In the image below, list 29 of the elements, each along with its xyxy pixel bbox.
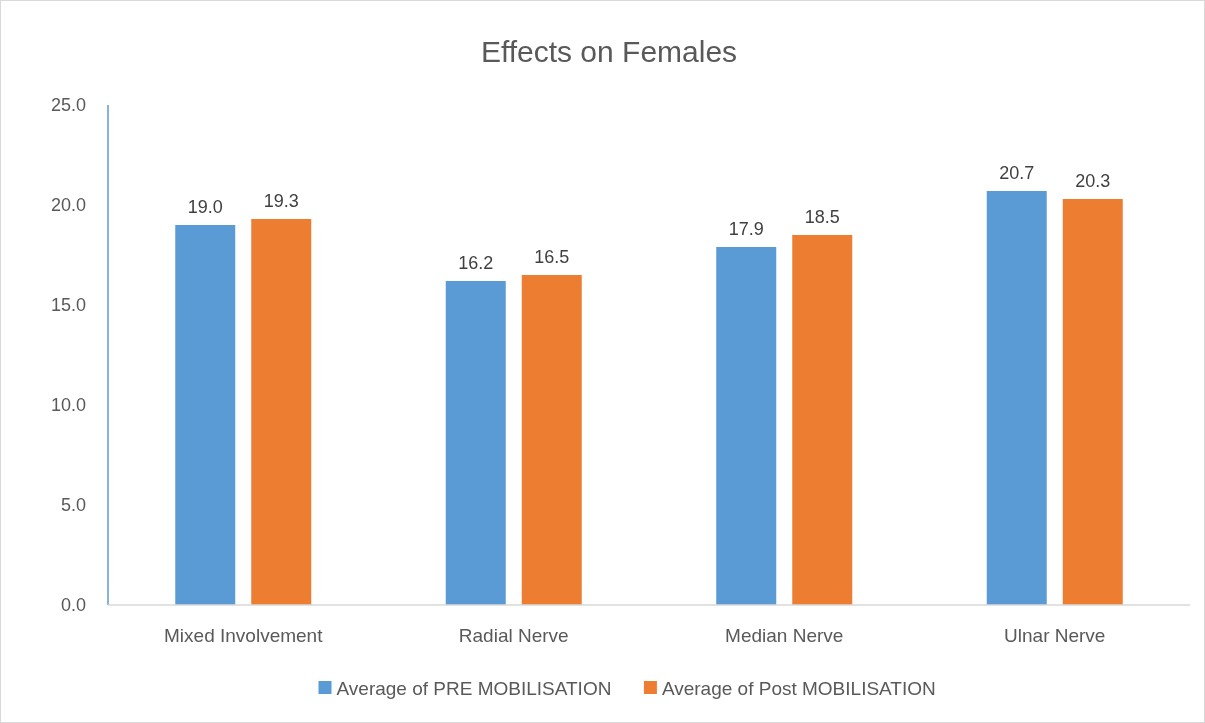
bar (251, 219, 312, 605)
data-label: 20.7 (999, 163, 1035, 183)
y-tick-label: 5.0 (60, 495, 86, 516)
bar (175, 225, 236, 605)
data-label: 16.5 (534, 247, 570, 267)
y-tick-label: 10.0 (50, 395, 86, 416)
bar (445, 281, 506, 605)
data-label: 17.9 (728, 219, 764, 239)
y-tick-label: 20.0 (50, 195, 86, 216)
x-tick-label: Radial Nerve (458, 625, 569, 646)
bar (521, 275, 582, 605)
legend-label: Average of PRE MOBILISATION (336, 677, 612, 699)
data-label: 19.0 (187, 197, 223, 217)
chart-title: Effects on Females (480, 35, 738, 68)
data-label: 19.3 (263, 191, 299, 211)
bar (1062, 199, 1123, 605)
data-label: 20.3 (1075, 171, 1111, 191)
y-tick-label: 0.0 (60, 595, 86, 616)
bar (986, 191, 1047, 605)
data-label: 18.5 (804, 207, 840, 227)
bar (792, 235, 853, 605)
y-tick-label: 15.0 (50, 295, 86, 316)
y-tick-label: 25.0 (50, 95, 86, 116)
x-tick-label: Median Nerve (725, 625, 844, 646)
data-label: 16.2 (458, 253, 494, 273)
bar (716, 247, 777, 605)
x-tick-label: Mixed Involvement (164, 625, 324, 646)
x-tick-label: Ulnar Nerve (1004, 625, 1106, 646)
legend-label: Average of Post MOBILISATION (661, 677, 936, 699)
